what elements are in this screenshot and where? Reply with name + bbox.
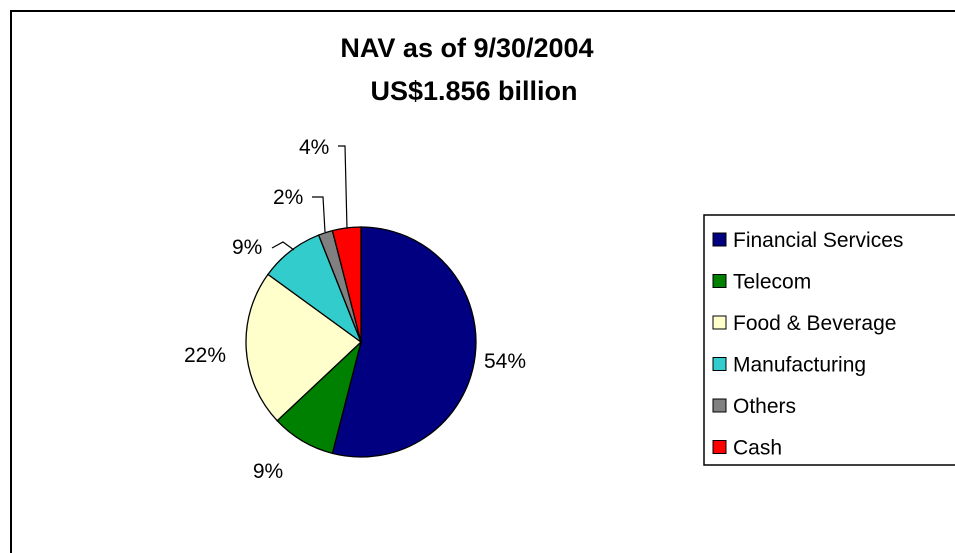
legend-swatch-food-and-beverage <box>712 315 727 330</box>
chart-title: NAV as of 9/30/2004 <box>340 33 593 63</box>
pie-slice-financial-services <box>331 226 477 458</box>
legend-swatch-financial-services <box>712 232 727 247</box>
legend-swatch-cash <box>712 440 727 454</box>
legend-swatch-manufacturing <box>712 357 727 371</box>
legend-label-others: Others <box>733 395 796 418</box>
legend-label-manufacturing: Manufacturing <box>733 354 866 377</box>
legend: Financial Services Telecom Food & Beverage… <box>703 214 955 466</box>
chart-frame <box>10 10 955 553</box>
pie-slice-food-and-beverage <box>245 273 363 422</box>
leader-line-others <box>312 196 326 233</box>
legend-label-cash: Cash <box>733 437 782 460</box>
slice-label-others: 2% <box>273 186 303 209</box>
slice-label-cash: 4% <box>299 136 329 159</box>
legend-box <box>703 214 955 466</box>
slice-label-food-and-beverage: 22% <box>184 344 226 367</box>
legend-swatch-telecom <box>712 274 727 288</box>
legend-label-telecom: Telecom <box>733 271 811 294</box>
legend-label-financial-services: Financial Services <box>733 229 903 252</box>
chart-subtitle: US$1.856 billion <box>370 76 577 106</box>
legend-swatch-others <box>712 398 727 413</box>
leader-line-manufacturing <box>271 241 295 251</box>
leader-lines <box>271 145 348 251</box>
slice-label-telecom: 9% <box>253 460 283 483</box>
slice-label-manufacturing: 9% <box>232 236 262 259</box>
slice-labels: 54% 9% 22% 9% 2% 4% <box>184 136 526 483</box>
leader-line-cash <box>338 145 348 230</box>
legend-label-food-and-beverage: Food & Beverage <box>733 312 896 335</box>
slice-label-financial-services: 54% <box>484 350 526 373</box>
pie-slices <box>245 226 477 458</box>
